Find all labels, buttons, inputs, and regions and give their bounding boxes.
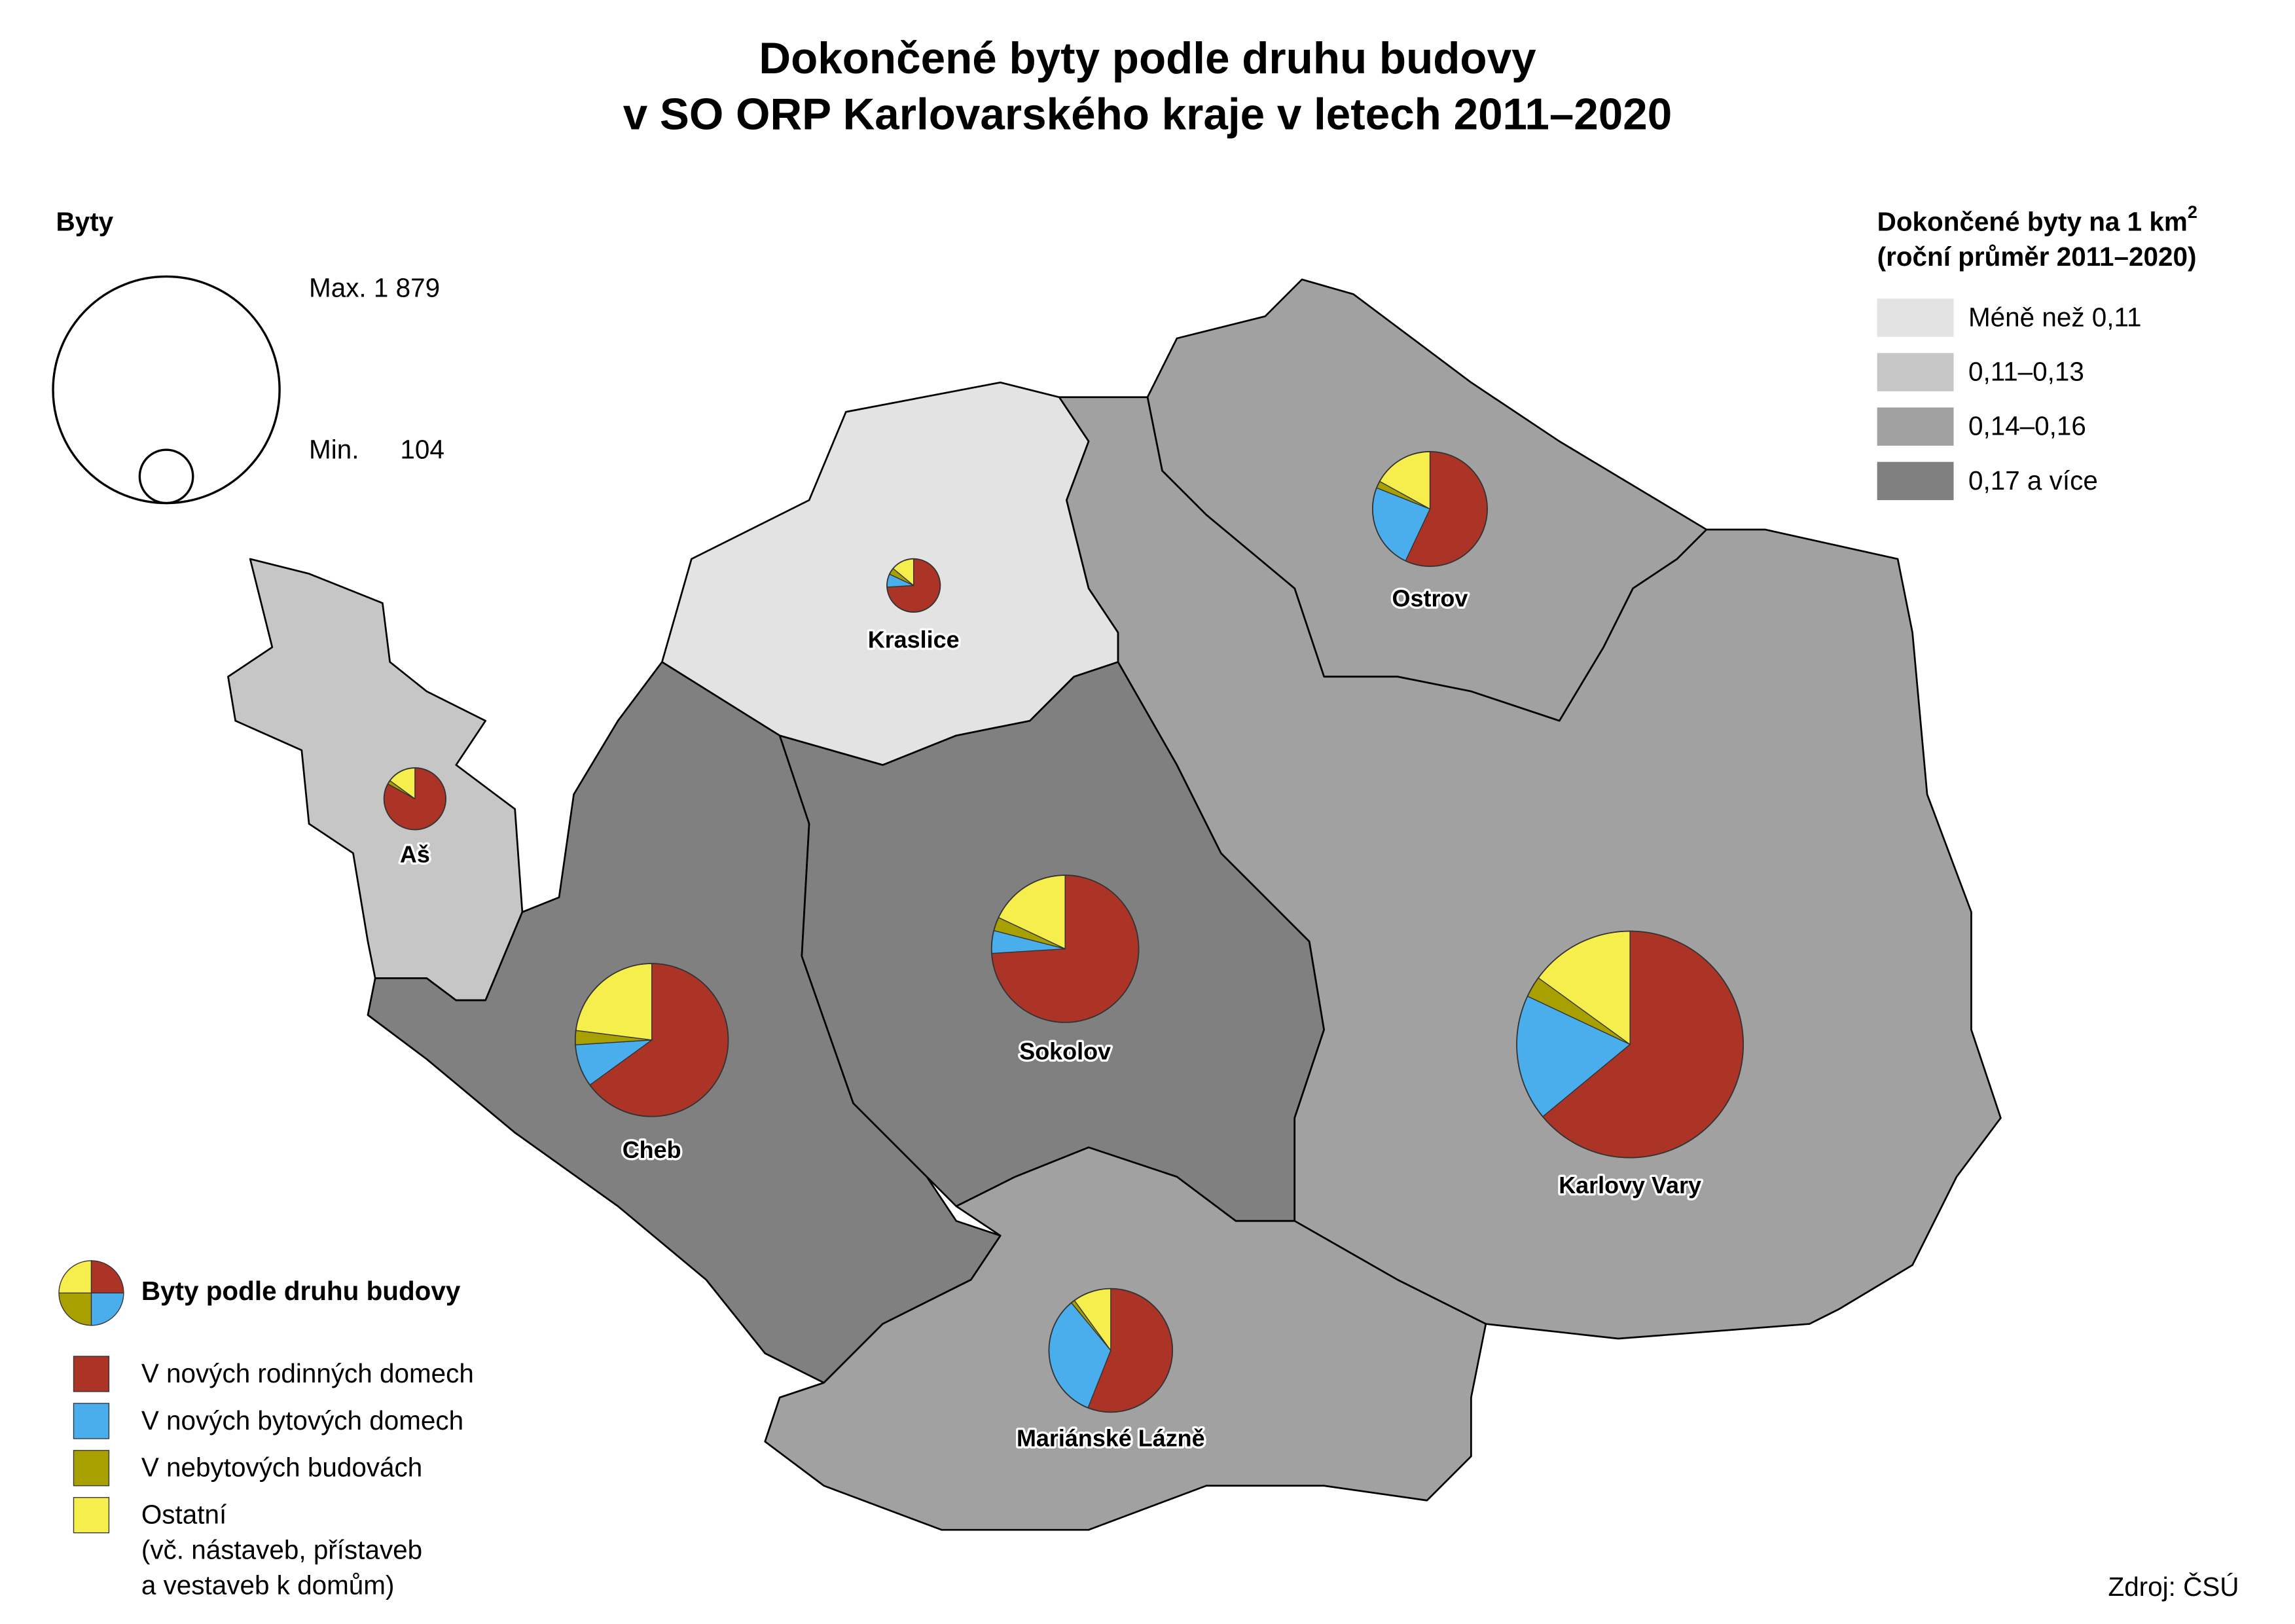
- legend-swatch: [1877, 461, 1954, 501]
- region-area: [227, 558, 524, 1001]
- density-legend-subtitle: (roční průměr 2011–2020): [1877, 242, 2197, 272]
- pie-outline: [886, 558, 941, 613]
- pie-outline: [1371, 451, 1489, 568]
- size-legend-max-label: Max. 1 879: [309, 272, 440, 302]
- legend-label: Ostatní: [141, 1500, 227, 1530]
- size-legend-title: Byty: [56, 206, 114, 236]
- source: Zdroj: ČSÚ: [2108, 1572, 2239, 1602]
- legend-label: 0,14–0,16: [1968, 411, 2086, 441]
- pie-outline: [1048, 1288, 1174, 1413]
- legend-swatch: [1877, 353, 1954, 391]
- building-legend-title: Byty podle druhu budovy: [141, 1276, 461, 1306]
- pie-outline: [574, 963, 729, 1117]
- legend-pie-quarter: [58, 1292, 92, 1326]
- legend-pie-quarter: [90, 1292, 124, 1326]
- legend-label: V nových rodinných domech: [141, 1358, 474, 1388]
- region-label: Mariánské Lázně: [1017, 1425, 1205, 1452]
- legend-swatch: [73, 1450, 110, 1487]
- pie-outline: [383, 767, 446, 831]
- region-label: Sokolov: [1019, 1038, 1111, 1065]
- legend-pie-quarter: [90, 1260, 124, 1294]
- size-legend-min-value: 104: [400, 435, 444, 465]
- legend-swatch: [73, 1356, 110, 1392]
- legend-note: (vč. nástaveb, přístaveb: [141, 1535, 422, 1565]
- legend-note: a vestaveb k domům): [141, 1570, 395, 1600]
- legend-swatch: [73, 1497, 110, 1534]
- size-legend-min-label: Min.: [309, 435, 359, 465]
- pie-outline: [1516, 930, 1744, 1159]
- legend-label: Méně než 0,11: [1968, 302, 2142, 332]
- density-legend: Méně než 0,11 0,11–0,13 0,14–0,16 0,17 a ví…: [1877, 298, 2142, 501]
- density-legend-title: Dokončené byty na 1 km2: [1877, 202, 2197, 236]
- legend-pie-quarter: [58, 1260, 92, 1294]
- region-label: Cheb: [623, 1136, 681, 1163]
- size-legend-min: [138, 448, 194, 505]
- legend-label: 0,17 a více: [1968, 465, 2098, 496]
- region-label: Kraslice: [868, 626, 960, 653]
- building-legend: V nových rodinných domech V nových bytový…: [73, 1356, 474, 1600]
- legend-label: V nebytových budovách: [141, 1453, 422, 1483]
- density-legend-title-sup: 2: [2188, 202, 2197, 222]
- legend-label: V nových bytových domech: [141, 1405, 463, 1435]
- legend-swatch: [73, 1403, 110, 1439]
- legend-label: 0,11–0,13: [1968, 356, 2084, 386]
- region-label: Aš: [400, 840, 430, 867]
- pie-outline: [990, 875, 1140, 1023]
- legend-pie-icon: [58, 1260, 124, 1326]
- title: Dokončené byty podle druhu budovy: [759, 34, 1536, 83]
- title: v SO ORP Karlovarského kraje v letech 20…: [623, 90, 1672, 139]
- legend-swatch: [1877, 407, 1954, 446]
- legend-swatch: [1877, 298, 1954, 337]
- region-label: Ostrov: [1392, 585, 1468, 611]
- size-legend-max: [52, 275, 281, 505]
- density-legend-title-text: Dokončené byty na 1 km: [1877, 206, 2188, 236]
- region-area: [1058, 396, 2002, 1340]
- pies: Aš Cheb Sokolov Kraslice Ostrov Karlovy Vary M…: [383, 451, 1744, 1454]
- region-label: Karlovy Vary: [1559, 1172, 1701, 1199]
